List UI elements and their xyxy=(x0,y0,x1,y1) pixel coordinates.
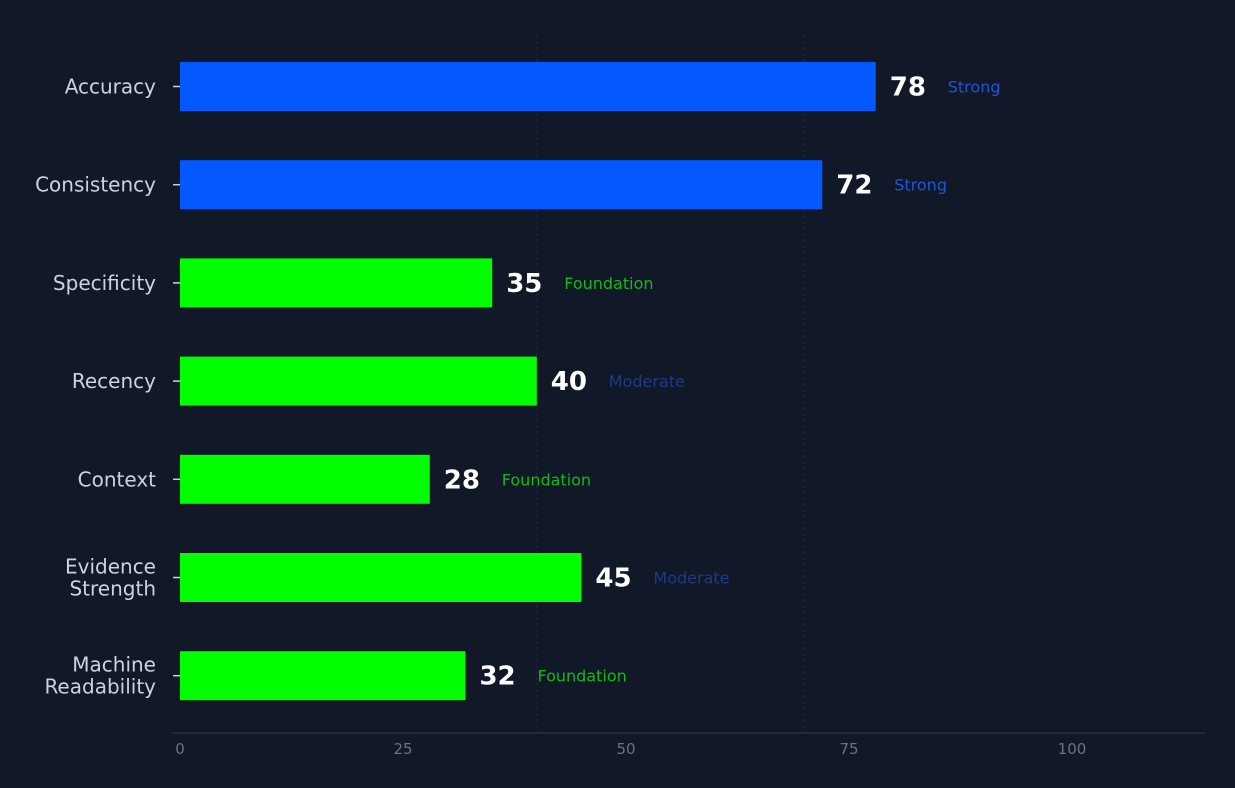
value-label: 32 xyxy=(479,662,515,692)
bar xyxy=(180,356,537,406)
status-label: Strong xyxy=(894,176,947,195)
x-tick-label: 25 xyxy=(393,740,412,758)
bar xyxy=(180,454,430,504)
x-tick-label: 75 xyxy=(839,740,858,758)
status-label: Strong xyxy=(948,78,1001,97)
category-label: Strength xyxy=(69,577,156,601)
status-label: Moderate xyxy=(609,372,685,391)
bar xyxy=(180,258,493,308)
value-label: 28 xyxy=(444,465,480,495)
category-label: Context xyxy=(78,467,157,491)
status-label: Foundation xyxy=(564,274,653,293)
category-label: Specificity xyxy=(53,271,156,295)
category-label: Evidence xyxy=(65,555,156,579)
bar xyxy=(180,160,823,210)
category-label: Accuracy xyxy=(65,75,156,99)
category-label: Consistency xyxy=(35,173,156,197)
value-label: 78 xyxy=(890,73,926,103)
bar xyxy=(180,553,582,602)
value-label: 72 xyxy=(836,171,872,201)
status-label: Moderate xyxy=(653,569,729,588)
value-label: 40 xyxy=(551,367,587,397)
bar xyxy=(180,651,466,701)
x-tick-label: 50 xyxy=(616,740,635,758)
category-label: Recency xyxy=(72,369,156,393)
status-label: Foundation xyxy=(537,667,626,686)
category-label: Readability xyxy=(44,675,156,699)
x-tick-label: 100 xyxy=(1058,740,1087,758)
category-label: Machine xyxy=(72,653,156,677)
status-label: Foundation xyxy=(502,470,591,489)
x-tick-label: 0 xyxy=(175,740,185,758)
value-label: 35 xyxy=(506,269,542,299)
value-label: 45 xyxy=(595,564,631,594)
bar xyxy=(180,62,876,111)
